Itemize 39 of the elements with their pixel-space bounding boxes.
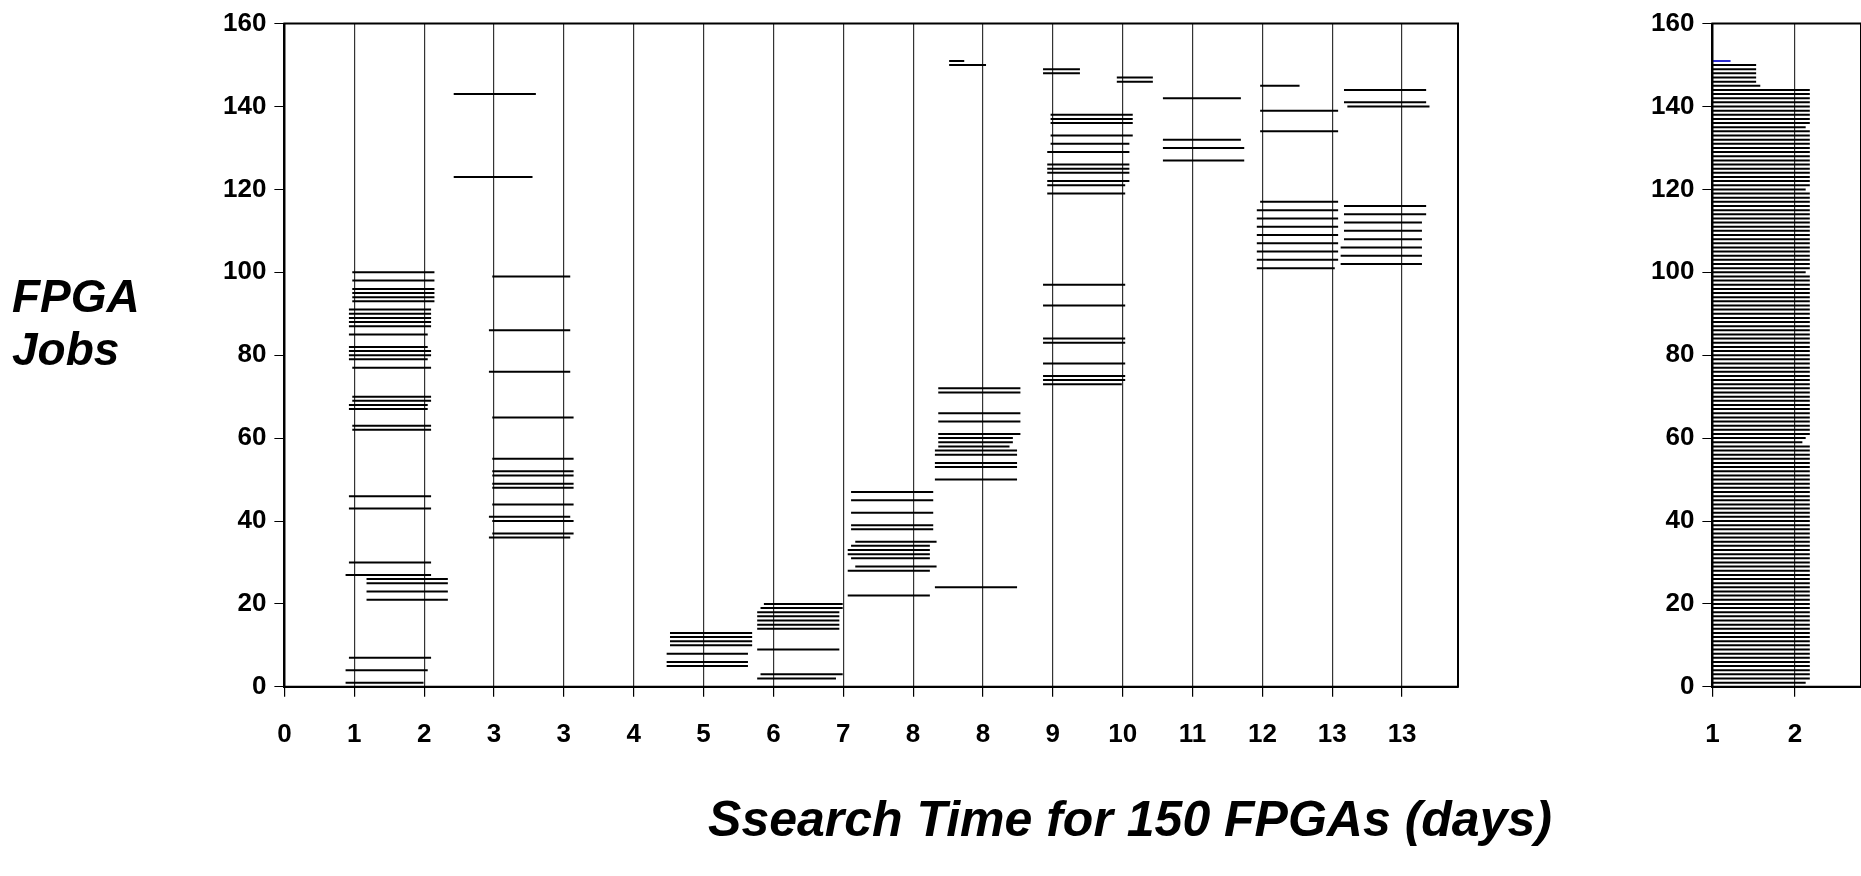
- y-tick-label: 20: [1665, 587, 1695, 618]
- x-tick-label: 3: [556, 717, 572, 748]
- y-tick-label: 80: [1665, 338, 1695, 369]
- x-tick-label: 2: [1787, 717, 1803, 748]
- y-tick-label: 20: [237, 587, 267, 618]
- y-tick-label: 80: [237, 338, 267, 369]
- x-tick-label: 6: [766, 717, 781, 748]
- y-tick-label: 120: [1650, 172, 1695, 203]
- x-tick-label: 9: [1045, 717, 1061, 748]
- x-tick-label: 2: [416, 717, 432, 748]
- y-tick-label: 140: [1650, 89, 1695, 120]
- y-tick-label: 0: [1679, 669, 1695, 700]
- y-tick-label: 160: [222, 6, 267, 37]
- y-tick-label: 60: [1665, 421, 1695, 452]
- y-tick-label: 120: [222, 172, 267, 203]
- x-tick-label: 13: [1387, 717, 1417, 748]
- x-tick-label: 12: [1247, 717, 1277, 748]
- y-tick-label: 40: [237, 504, 267, 535]
- y-tick-label: 140: [222, 89, 267, 120]
- y-tick-label: 40: [1665, 504, 1695, 535]
- x-tick-label: 8: [905, 717, 921, 748]
- x-tick-label: 7: [836, 717, 851, 748]
- y-tick-label: 100: [1650, 255, 1695, 286]
- x-tick-label: 10: [1108, 717, 1138, 748]
- y-axis-title: FPGA Jobs: [12, 270, 140, 376]
- x-tick-label: 0: [277, 717, 292, 748]
- x-tick-label: 1: [346, 717, 362, 748]
- x-tick-label: 5: [696, 717, 711, 748]
- y-tick-label: 160: [1650, 6, 1695, 37]
- x-tick-label: 8: [975, 717, 991, 748]
- x-tick-label: 4: [626, 717, 642, 748]
- y-tick-label: 100: [222, 255, 267, 286]
- x-axis-title: Ssearch Time for 150 FPGAs (days): [707, 790, 1553, 848]
- x-tick-label: 11: [1178, 717, 1207, 748]
- y-tick-label: 60: [237, 421, 267, 452]
- x-tick-label: 1: [1705, 717, 1720, 748]
- x-tick-label: 13: [1317, 717, 1347, 748]
- x-tick-label: 3: [486, 717, 502, 748]
- y-tick-label: 0: [251, 669, 267, 700]
